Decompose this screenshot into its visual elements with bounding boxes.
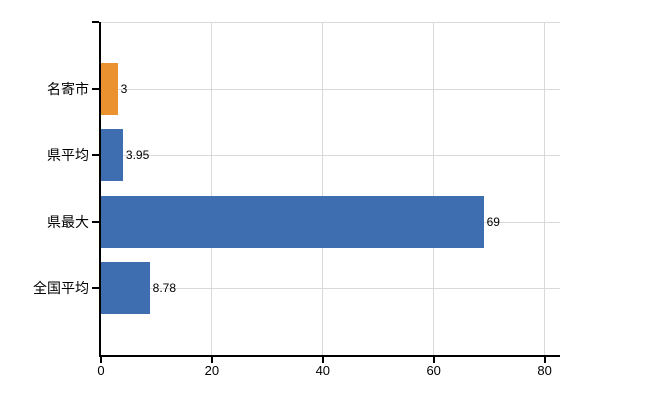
- x-axis: [99, 355, 560, 357]
- y-axis-tick: [92, 220, 99, 223]
- bar-1: [101, 62, 118, 115]
- category-label: 名寄市: [47, 80, 89, 97]
- x-gridline: [211, 22, 213, 355]
- x-gridline: [544, 22, 546, 355]
- category-label: 県最大: [47, 213, 89, 230]
- x-axis-tick: [210, 357, 213, 363]
- y-axis-tick: [92, 21, 99, 23]
- y-axis-tick: [92, 87, 99, 90]
- y-axis-tick: [92, 154, 99, 157]
- x-gridline: [433, 22, 435, 355]
- x-gridline: [322, 22, 324, 355]
- category-label: 全国平均: [33, 280, 89, 297]
- x-axis-tick: [100, 357, 102, 363]
- x-tick-label: 40: [315, 363, 331, 378]
- x-tick-label: 60: [426, 363, 441, 378]
- y-gridline: [101, 155, 560, 157]
- bar-value-label: 3.95: [125, 148, 150, 163]
- bar-value-label: 8.78: [152, 281, 177, 296]
- category-label: 県平均: [47, 147, 89, 164]
- x-tick-label: 0: [97, 363, 105, 378]
- plot-top-border: [101, 22, 560, 23]
- x-tick-label: 20: [204, 363, 220, 378]
- bar-value-label: 3: [120, 81, 128, 96]
- y-gridline: [101, 288, 560, 290]
- bar-3: [101, 195, 484, 248]
- bar-2: [101, 129, 123, 182]
- y-gridline: [101, 88, 560, 90]
- y-axis-tick: [92, 287, 99, 290]
- bar-4: [101, 262, 150, 315]
- x-axis-tick: [321, 357, 324, 363]
- x-axis-tick: [432, 357, 435, 363]
- x-axis-tick: [543, 357, 546, 363]
- bar-value-label: 69: [486, 214, 500, 229]
- y-axis: [99, 22, 101, 355]
- x-tick-label: 80: [537, 363, 552, 378]
